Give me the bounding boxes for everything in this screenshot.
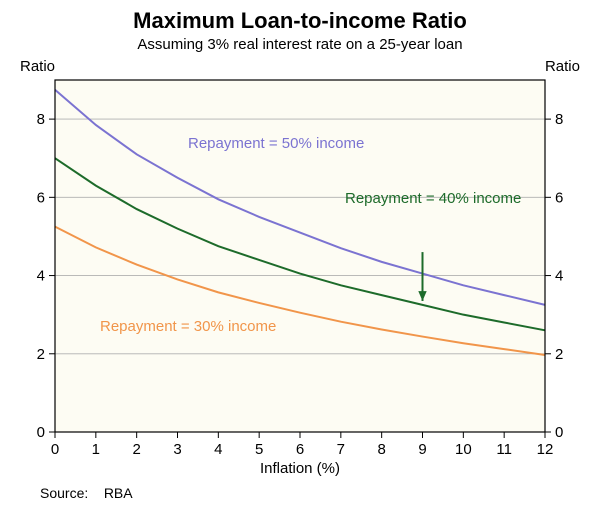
x-tick-label: 2 xyxy=(132,441,140,458)
plot-area: 01234567891011120022446688 xyxy=(0,0,600,507)
series-label-repayment-30: Repayment = 30% income xyxy=(100,318,276,335)
y-tick-label-left: 4 xyxy=(37,268,45,285)
x-tick-label: 6 xyxy=(296,441,304,458)
y-tick-label-right: 6 xyxy=(555,189,563,206)
series-label-repayment-50: Repayment = 50% income xyxy=(188,135,364,152)
x-tick-label: 4 xyxy=(214,441,222,458)
chart-container: Maximum Loan-to-income Ratio Assuming 3%… xyxy=(0,0,600,507)
x-tick-label: 7 xyxy=(337,441,345,458)
x-tick-label: 3 xyxy=(173,441,181,458)
y-tick-label-left: 0 xyxy=(37,424,45,441)
y-tick-label-left: 6 xyxy=(37,189,45,206)
y-tick-label-right: 2 xyxy=(555,346,563,363)
y-tick-label-left: 8 xyxy=(37,111,45,128)
x-tick-label: 0 xyxy=(51,441,59,458)
x-tick-label: 12 xyxy=(537,441,554,458)
x-tick-label: 8 xyxy=(377,441,385,458)
x-tick-label: 5 xyxy=(255,441,263,458)
series-label-repayment-40: Repayment = 40% income xyxy=(345,190,521,207)
y-tick-label-left: 2 xyxy=(37,346,45,363)
x-tick-label: 10 xyxy=(455,441,472,458)
y-tick-label-right: 8 xyxy=(555,111,563,128)
x-tick-label: 1 xyxy=(92,441,100,458)
y-tick-label-right: 0 xyxy=(555,424,563,441)
y-tick-label-right: 4 xyxy=(555,268,563,285)
x-tick-label: 11 xyxy=(496,441,512,458)
x-tick-label: 9 xyxy=(418,441,426,458)
